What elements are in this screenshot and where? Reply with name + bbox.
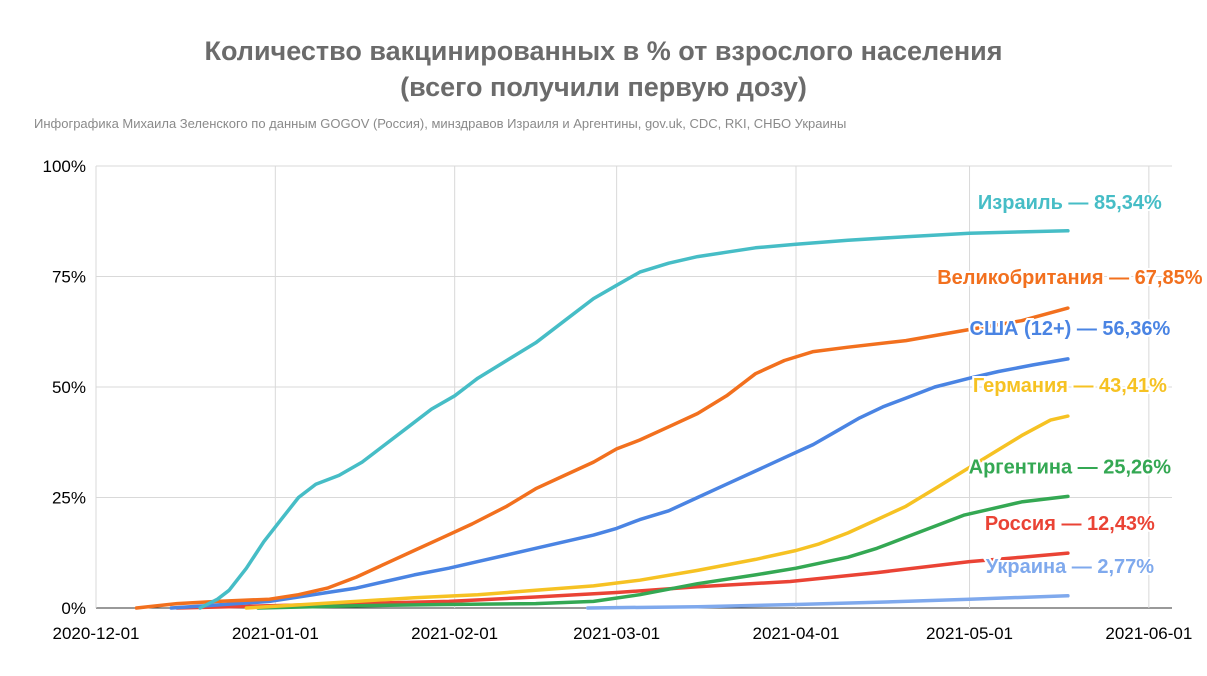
chart-subtitle: Инфографика Михаила Зеленского по данным… [34, 116, 847, 131]
x-tick-label: 2021-06-01 [1105, 624, 1192, 643]
series-label-Израиль: Израиль — 85,34% [978, 192, 1162, 214]
axes: 0% 25% 50% 75% 100% 2020-12-01 2021-01-01 2021-… [43, 157, 1193, 643]
series-lines [134, 229, 1070, 610]
x-tick-label: 2021-01-01 [232, 624, 319, 643]
x-tick-label: 2020-12-01 [53, 624, 140, 643]
y-tick-label: 0% [61, 599, 86, 618]
series-line-Украина [585, 594, 1070, 610]
series-labels: Израиль — 85,34% Великобритания — 67,85% С… [935, 190, 1205, 580]
y-tick-label: 75% [52, 268, 86, 287]
x-tick-label: 2021-03-01 [573, 624, 660, 643]
series-label-США (12+): США (12+) — 56,36% [970, 318, 1171, 340]
series-label-Украина: Украина — 2,77% [986, 556, 1155, 578]
series-label-Германия: Германия — 43,41% [973, 375, 1167, 397]
y-tick-label: 50% [52, 378, 86, 397]
series-line-Аргентина [256, 494, 1070, 610]
series-label-Аргентина: Аргентина — 25,26% [969, 456, 1172, 478]
x-tick-label: 2021-05-01 [926, 624, 1013, 643]
x-tick-label: 2021-04-01 [752, 624, 839, 643]
y-tick-label: 25% [52, 489, 86, 508]
chart-title-line1: Количество вакцинированных в % от взросл… [204, 36, 1003, 66]
series-line-Израиль [198, 229, 1070, 610]
series-label-Россия: Россия — 12,43% [985, 513, 1155, 535]
y-tick-label: 100% [43, 157, 86, 176]
series-label-Великобритания: Великобритания — 67,85% [937, 267, 1203, 289]
x-tick-label: 2021-02-01 [411, 624, 498, 643]
series-line-Великобритания [134, 306, 1070, 610]
chart-title-line2: (всего получили первую дозу) [400, 72, 807, 102]
series-line-Германия [244, 414, 1070, 610]
series-line-США (12+) [169, 357, 1070, 610]
